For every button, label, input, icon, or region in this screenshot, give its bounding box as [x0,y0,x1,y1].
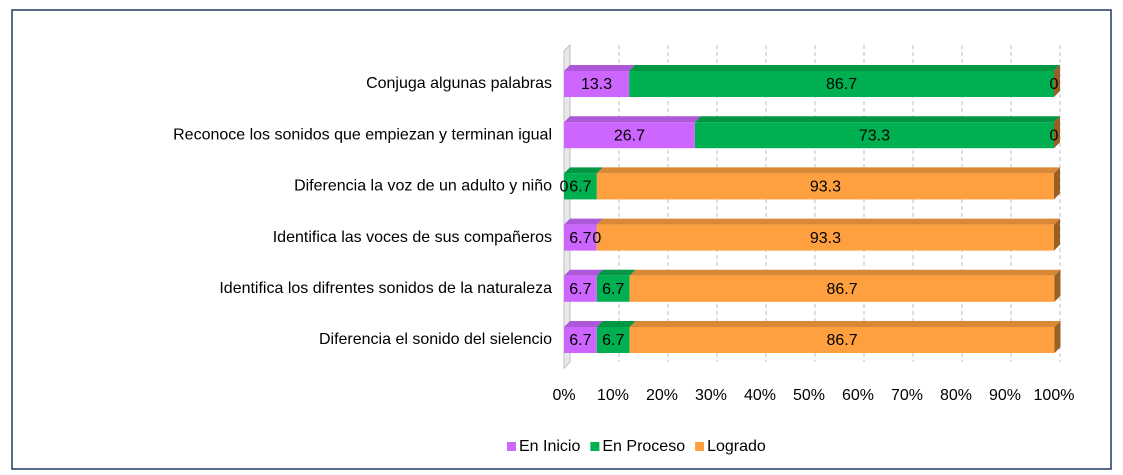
bar-top [564,116,701,123]
category-label: Diferencia el sonido del sielencio [319,331,552,348]
data-label: 6.7 [569,332,591,349]
x-tick-label: 40% [744,387,776,404]
x-tick-label: 0% [552,387,575,404]
bar [629,327,1055,353]
bar [694,122,1054,149]
data-label: 26.7 [614,127,645,144]
data-label: 6.7 [569,230,591,247]
data-label: 6.7 [569,179,591,196]
category-label: Identifica los difrentes sonidos de la n… [219,280,552,297]
bar-top [564,269,603,276]
bar-top [629,269,1061,276]
bar [596,173,1054,200]
data-label: 6.7 [602,281,624,298]
bar-top [596,218,1060,225]
bar [596,275,630,302]
x-tick-label: 50% [793,387,825,404]
bar-top [564,218,603,225]
category-label: Conjuga algunas palabras [366,75,552,92]
legend-label: En Proceso [602,438,685,455]
bar [629,71,1054,97]
x-tick-label: 80% [940,387,972,404]
bar-side [1054,269,1061,302]
bar-top [694,116,1060,123]
bar-side [1054,167,1060,200]
legend-label: En Inicio [519,438,580,455]
x-tick-label: 100% [1034,387,1075,404]
legend-swatch [507,442,516,451]
data-label: 93.3 [810,179,841,196]
data-label: 86.7 [827,281,858,298]
x-tick-label: 10% [597,387,629,404]
bar [596,224,1054,251]
category-label: Identifica las voces de sus compañeros [273,229,552,246]
x-tick-label: 30% [695,387,727,404]
bar [564,224,597,251]
bar [564,275,597,302]
category-label: Reconoce los sonidos que empiezan y term… [173,126,552,143]
data-label: 0 [1050,127,1059,144]
x-tick-label: 20% [646,387,678,404]
bar-side [1054,321,1061,353]
x-tick-label: 90% [989,387,1021,404]
legend-swatch [695,442,705,451]
data-label: 6.7 [569,281,591,298]
data-label: 0 [560,179,569,196]
data-label: 86.7 [827,332,858,349]
bar-top [596,321,636,327]
bar [564,173,597,200]
bar [564,327,597,353]
data-label: 0 [1050,76,1059,93]
bar-top [564,321,603,327]
bar [596,327,630,353]
bar-top [564,167,603,174]
data-label: 0 [592,230,601,247]
bar [564,71,630,97]
data-label: 93.3 [810,230,841,247]
data-label: 86.7 [826,76,857,93]
legend-swatch [590,442,600,451]
bar-top [629,321,1061,327]
data-label: 73.3 [859,127,890,144]
bar-side [1054,65,1060,97]
data-label: 13.3 [581,76,612,93]
bar [564,122,695,149]
bar-top [596,269,636,276]
bar-side [1054,218,1060,251]
bar-top [629,65,1060,71]
bar-top [596,167,1060,174]
bar [629,275,1055,302]
bar-top [564,65,636,71]
x-tick-label: 70% [891,387,923,404]
bar-side [1054,116,1060,149]
legend-label: Logrado [707,438,766,455]
x-tick-label: 60% [842,387,874,404]
category-label: Diferencia la voz de un adulto y niño [294,178,552,195]
data-label: 6.7 [602,332,624,349]
